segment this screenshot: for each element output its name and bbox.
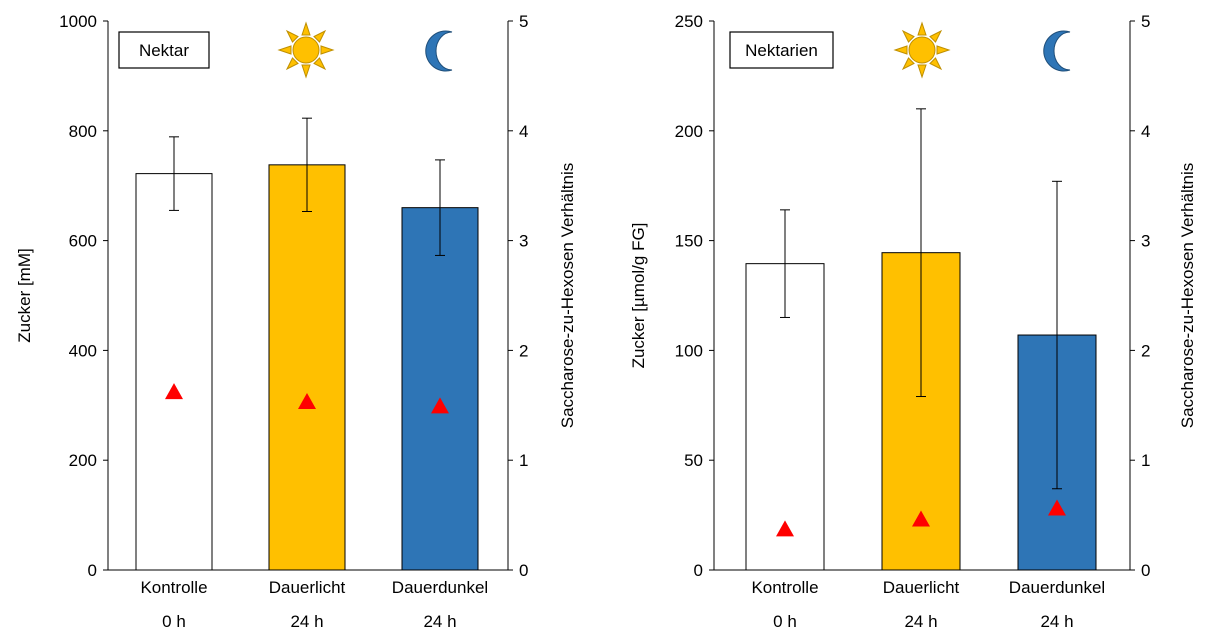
x-tick-label: Dauerdunkel	[392, 578, 488, 597]
y-tick-label: 50	[684, 451, 703, 470]
moon-icon	[425, 30, 453, 72]
y-tick-label: 150	[675, 232, 703, 251]
y2-tick-label: 0	[519, 561, 528, 580]
y2-tick-label: 3	[519, 232, 528, 251]
y-tick-label: 0	[88, 561, 97, 580]
ratio-marker-kontrolle	[776, 520, 794, 537]
x-tick-label: Dauerlicht	[269, 578, 346, 597]
ratio-marker-dauerlicht	[912, 510, 930, 527]
ratio-marker-dauerlicht	[298, 393, 316, 410]
y2-axis-label: Saccharose-zu-Hexosen Verhältnis	[1178, 163, 1197, 429]
bar-kontrolle	[135, 173, 213, 571]
error-bar-dauerlicht	[916, 108, 926, 398]
y-tick-label: 600	[69, 232, 97, 251]
y-axis-label: Zucker [µmol/g FG]	[629, 223, 648, 369]
moon-icon	[1043, 30, 1071, 72]
ratio-marker-dauerdunkel	[431, 397, 449, 414]
ratio-marker-kontrolle	[165, 383, 183, 400]
x-tick-sublabel: 24 h	[423, 612, 456, 631]
y-tick-label: 200	[69, 451, 97, 470]
y-tick-label: 0	[694, 561, 703, 580]
x-tick-label: Kontrolle	[140, 578, 207, 597]
error-bar-dauerdunkel	[1052, 180, 1062, 490]
x-tick-label: Dauerlicht	[883, 578, 960, 597]
panel-nektarien: 0 50 100 150 200 250 0 1 2 3 4 5 Kontrolle 0 h Dauerli…	[629, 12, 1197, 631]
bar-dauerdunkel	[401, 207, 479, 571]
x-tick-sublabel: 0 h	[162, 612, 186, 631]
y-tick-label: 250	[675, 12, 703, 31]
y-axis-label: Zucker [mM]	[15, 248, 34, 342]
x-tick-label: Dauerdunkel	[1009, 578, 1105, 597]
y2-tick-label: 0	[1141, 561, 1150, 580]
error-bar-kontrolle	[169, 136, 179, 211]
panel-label: Nektar	[139, 41, 189, 60]
panel-label: Nektarien	[745, 41, 818, 60]
x-tick-sublabel: 24 h	[290, 612, 323, 631]
error-bar-kontrolle	[780, 209, 790, 318]
y-tick-label: 800	[69, 122, 97, 141]
x-tick-label: Kontrolle	[751, 578, 818, 597]
y2-tick-label: 5	[519, 12, 528, 31]
y2-tick-label: 5	[1141, 12, 1150, 31]
x-tick-sublabel: 0 h	[773, 612, 797, 631]
panel-label-box	[118, 31, 210, 69]
sun-icon	[894, 22, 950, 78]
y2-tick-label: 4	[1141, 122, 1150, 141]
panel-label-box	[729, 31, 834, 69]
y2-axis-label: Saccharose-zu-Hexosen Verhältnis	[558, 163, 577, 429]
y2-tick-label: 2	[519, 341, 528, 360]
y2-tick-label: 4	[519, 122, 528, 141]
sun-icon	[278, 22, 334, 78]
y2-tick-label: 3	[1141, 232, 1150, 251]
y2-tick-label: 1	[1141, 451, 1150, 470]
error-bar-dauerdunkel	[435, 159, 445, 256]
ratio-marker-dauerdunkel	[1048, 499, 1066, 516]
y2-tick-label: 2	[1141, 341, 1150, 360]
y-tick-label: 200	[675, 122, 703, 141]
x-tick-sublabel: 24 h	[904, 612, 937, 631]
y-tick-label: 100	[675, 341, 703, 360]
x-tick-sublabel: 24 h	[1040, 612, 1073, 631]
panel-nektar: 0 200 400 600 800 1000 0 1 2 3 4 5 Kontrolle 0 h Dauer…	[15, 12, 577, 631]
error-bar-dauerlicht	[302, 117, 312, 213]
bar-dauerlicht	[268, 164, 346, 571]
y-tick-label: 400	[69, 341, 97, 360]
y2-tick-label: 1	[519, 451, 528, 470]
y-tick-label: 1000	[59, 12, 97, 31]
